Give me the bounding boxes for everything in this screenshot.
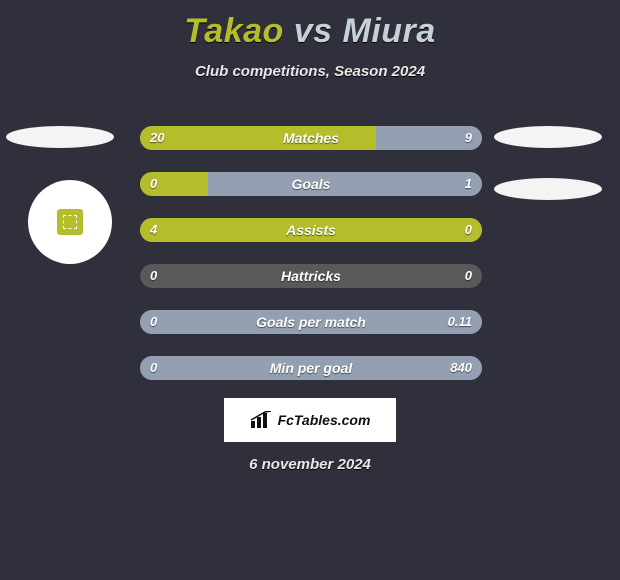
player2-shadow-1 (494, 126, 602, 148)
player1-shadow (6, 126, 114, 148)
player1-name: Takao (184, 12, 284, 50)
stat-label: Assists (140, 218, 482, 242)
player1-avatar (28, 180, 112, 264)
player2-shadow-2 (494, 178, 602, 200)
logo-box: FcTables.com (224, 398, 396, 442)
vs-text: vs (284, 12, 343, 50)
stat-row: 40Assists (140, 218, 482, 242)
logo-chart-icon (250, 411, 272, 429)
stats-container: 209Matches 01Goals 40Assists 00Hattricks 00.… (140, 126, 482, 402)
stat-row: 0840Min per goal (140, 356, 482, 380)
stat-row: 00Hattricks (140, 264, 482, 288)
page-title: Takao vs Miura (0, 0, 620, 51)
avatar-placeholder-icon (57, 209, 83, 235)
player2-name: Miura (343, 12, 436, 50)
date-text: 6 november 2024 (0, 456, 620, 473)
stat-row: 209Matches (140, 126, 482, 150)
stat-row: 00.11Goals per match (140, 310, 482, 334)
stat-label: Min per goal (140, 356, 482, 380)
stat-row: 01Goals (140, 172, 482, 196)
logo-text: FcTables.com (278, 412, 371, 428)
stat-label: Goals per match (140, 310, 482, 334)
stat-label: Hattricks (140, 264, 482, 288)
stat-label: Goals (140, 172, 482, 196)
subtitle: Club competitions, Season 2024 (0, 63, 620, 80)
stat-label: Matches (140, 126, 482, 150)
